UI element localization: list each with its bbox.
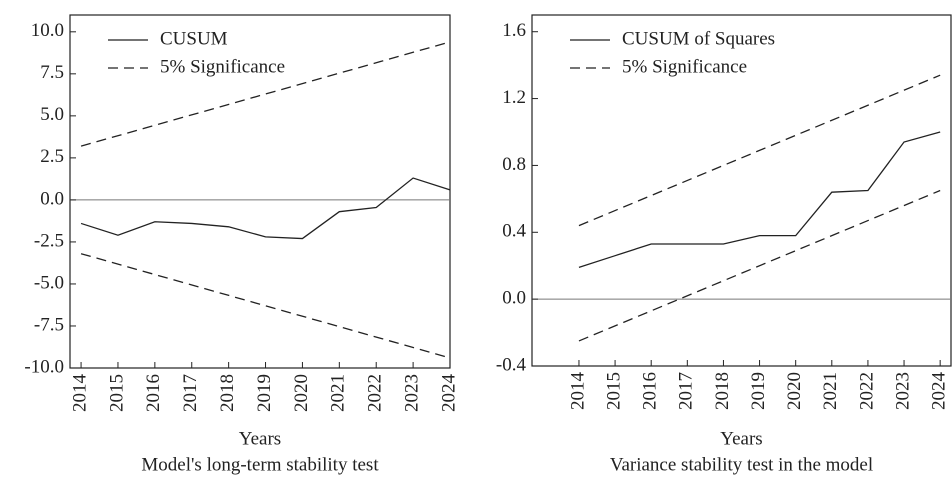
x-tick-label: 2023 (892, 372, 913, 410)
y-tick-label: 0.0 (40, 188, 64, 209)
plot-frame (531, 14, 952, 367)
x-tick-label: 2019 (748, 372, 769, 410)
series-line (578, 131, 941, 269)
x-tick-label: 2015 (106, 374, 127, 412)
series-line (578, 189, 941, 342)
y-tick-label: 1.2 (502, 87, 526, 108)
x-tick-label: 2021 (328, 374, 349, 412)
series-line (578, 74, 941, 227)
series-line (80, 253, 451, 359)
x-tick-label: 2018 (712, 372, 733, 410)
y-tick-label: 5.0 (40, 104, 64, 125)
y-tick-label: 10.0 (31, 20, 64, 41)
plot-frame (69, 14, 451, 369)
legend-label: CUSUM (160, 28, 228, 49)
x-axis-label: Years (239, 428, 281, 449)
x-tick-label: 2017 (180, 374, 201, 412)
y-tick-label: 0.0 (502, 288, 526, 309)
x-tick-label: 2014 (69, 374, 90, 413)
x-tick-label: 2015 (603, 372, 624, 410)
x-tick-label: 2016 (640, 372, 661, 410)
caption: Variance stability test in the model (610, 454, 873, 475)
y-tick-label: -7.5 (34, 314, 64, 335)
x-tick-label: 2014 (567, 372, 588, 411)
x-tick-label: 2021 (820, 372, 841, 410)
x-tick-label: 2020 (784, 372, 805, 410)
y-tick-label: -2.5 (34, 230, 64, 251)
x-tick-label: 2019 (254, 374, 275, 412)
legend-label: 5% Significance (622, 56, 747, 77)
legend-label: 5% Significance (160, 56, 285, 77)
x-tick-label: 2023 (401, 374, 422, 412)
y-tick-label: 0.8 (502, 154, 526, 175)
caption: Model's long-term stability test (141, 454, 379, 475)
series-line (80, 177, 451, 240)
x-tick-label: 2024 (929, 372, 950, 411)
y-tick-label: -0.4 (496, 354, 527, 375)
x-tick-label: 2018 (217, 374, 238, 412)
legend-label: CUSUM of Squares (622, 28, 775, 49)
y-tick-label: -10.0 (24, 356, 64, 377)
x-tick-label: 2017 (676, 372, 697, 410)
x-tick-label: 2016 (143, 374, 164, 412)
y-tick-label: 1.6 (502, 20, 526, 41)
x-axis-label: Years (720, 428, 762, 449)
x-tick-label: 2022 (856, 372, 877, 410)
x-tick-label: 2022 (365, 374, 386, 412)
y-tick-label: 7.5 (40, 62, 64, 83)
y-tick-label: 0.4 (502, 221, 526, 242)
y-tick-label: 2.5 (40, 146, 64, 167)
x-tick-label: 2024 (438, 374, 459, 413)
y-tick-label: -5.0 (34, 272, 64, 293)
x-tick-label: 2020 (291, 374, 312, 412)
